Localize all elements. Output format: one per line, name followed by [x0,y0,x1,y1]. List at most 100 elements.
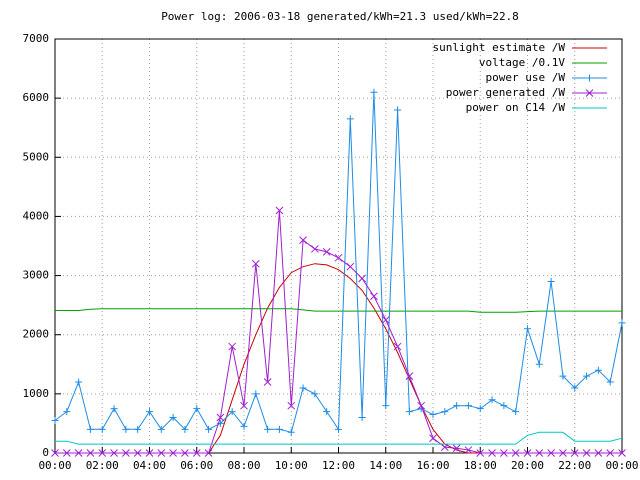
point-marker [441,408,449,416]
plot-frame [54,38,623,454]
point-marker [381,316,390,324]
point-marker [524,325,531,333]
point-marker [488,396,496,404]
legend-label: power generated /W [446,86,566,99]
point-marker [453,402,461,410]
point-marker [287,428,295,436]
point-marker [181,449,189,457]
y-tick-label: 3000 [23,269,50,282]
point-marker [370,88,378,96]
point-marker [86,449,95,457]
series-line [55,308,622,313]
point-marker [500,402,508,410]
legend-label: power on C14 /W [466,101,566,114]
point-marker [275,206,284,215]
point-marker [594,449,603,457]
x-tick-label: 04:00 [133,459,166,472]
point-marker [594,366,602,374]
point-marker [500,449,508,457]
x-tick-label: 20:00 [511,459,544,472]
point-marker [476,405,484,413]
point-marker [263,378,272,386]
point-marker [358,274,366,283]
point-marker [299,236,307,244]
x-tick-label: 22:00 [558,459,591,472]
point-marker [110,405,118,413]
x-tick-label: 08:00 [227,459,260,472]
point-marker [535,360,543,368]
y-tick-label: 0 [42,446,49,459]
point-marker [618,449,626,457]
chart-title: Power log: 2006-03-18 generated/kWh=21.3… [161,10,519,23]
point-marker [429,434,437,443]
legend-label: voltage /0.1V [479,56,565,69]
point-marker [299,384,307,392]
point-marker [311,245,319,253]
point-marker [358,414,366,422]
point-marker [547,449,555,457]
point-marker [405,372,414,380]
point-marker [559,372,567,380]
x-tick-label: 10:00 [275,459,308,472]
point-marker [346,115,354,123]
point-marker [512,408,520,416]
legend-label: sunlight estimate /W [433,41,566,54]
x-tick-label: 16:00 [416,459,449,472]
point-marker [523,449,532,457]
point-marker [216,413,225,422]
point-marker [240,422,248,430]
point-marker [464,402,472,410]
point-marker [464,446,473,454]
point-marker [335,425,342,433]
point-marker [334,253,343,262]
y-tick-label: 5000 [23,150,50,163]
point-marker [511,449,520,457]
point-marker [204,449,213,457]
point-marker [63,408,71,416]
point-marker [264,425,272,433]
point-marker [618,319,626,327]
point-marker [192,449,201,457]
point-marker [275,425,283,433]
x-tick-label: 00:00 [605,459,638,472]
point-marker [98,425,106,433]
point-marker [193,405,201,413]
point-marker [228,408,236,416]
point-marker [429,411,437,419]
y-tick-label: 2000 [23,328,50,341]
point-marker [311,390,319,398]
point-marker [394,106,402,114]
point-marker [122,425,130,433]
point-marker [51,449,59,457]
point-marker [252,390,260,398]
point-marker [547,277,555,285]
point-marker [169,414,177,422]
legend-label: power use /W [486,71,566,84]
point-marker [452,444,461,453]
x-tick-label: 06:00 [180,459,213,472]
point-marker [476,449,485,457]
point-marker [251,259,260,268]
point-marker [122,449,130,457]
point-marker [75,378,83,386]
y-tick-label: 1000 [23,387,50,400]
x-tick-label: 00:00 [38,459,71,472]
point-marker [582,449,591,457]
point-marker [488,449,496,457]
point-marker [322,248,331,256]
point-marker [535,449,544,457]
point-marker [405,408,413,416]
series-line [55,431,623,445]
point-marker [570,449,579,457]
legend-marker [586,74,593,82]
x-tick-label: 14:00 [369,459,402,472]
x-tick-label: 12:00 [322,459,355,472]
point-marker [181,425,189,433]
legend-marker [585,89,594,97]
point-marker [240,401,248,410]
point-marker [145,449,154,457]
point-marker [74,449,83,457]
point-marker [51,416,59,424]
point-marker [169,449,177,457]
point-marker [571,384,579,392]
